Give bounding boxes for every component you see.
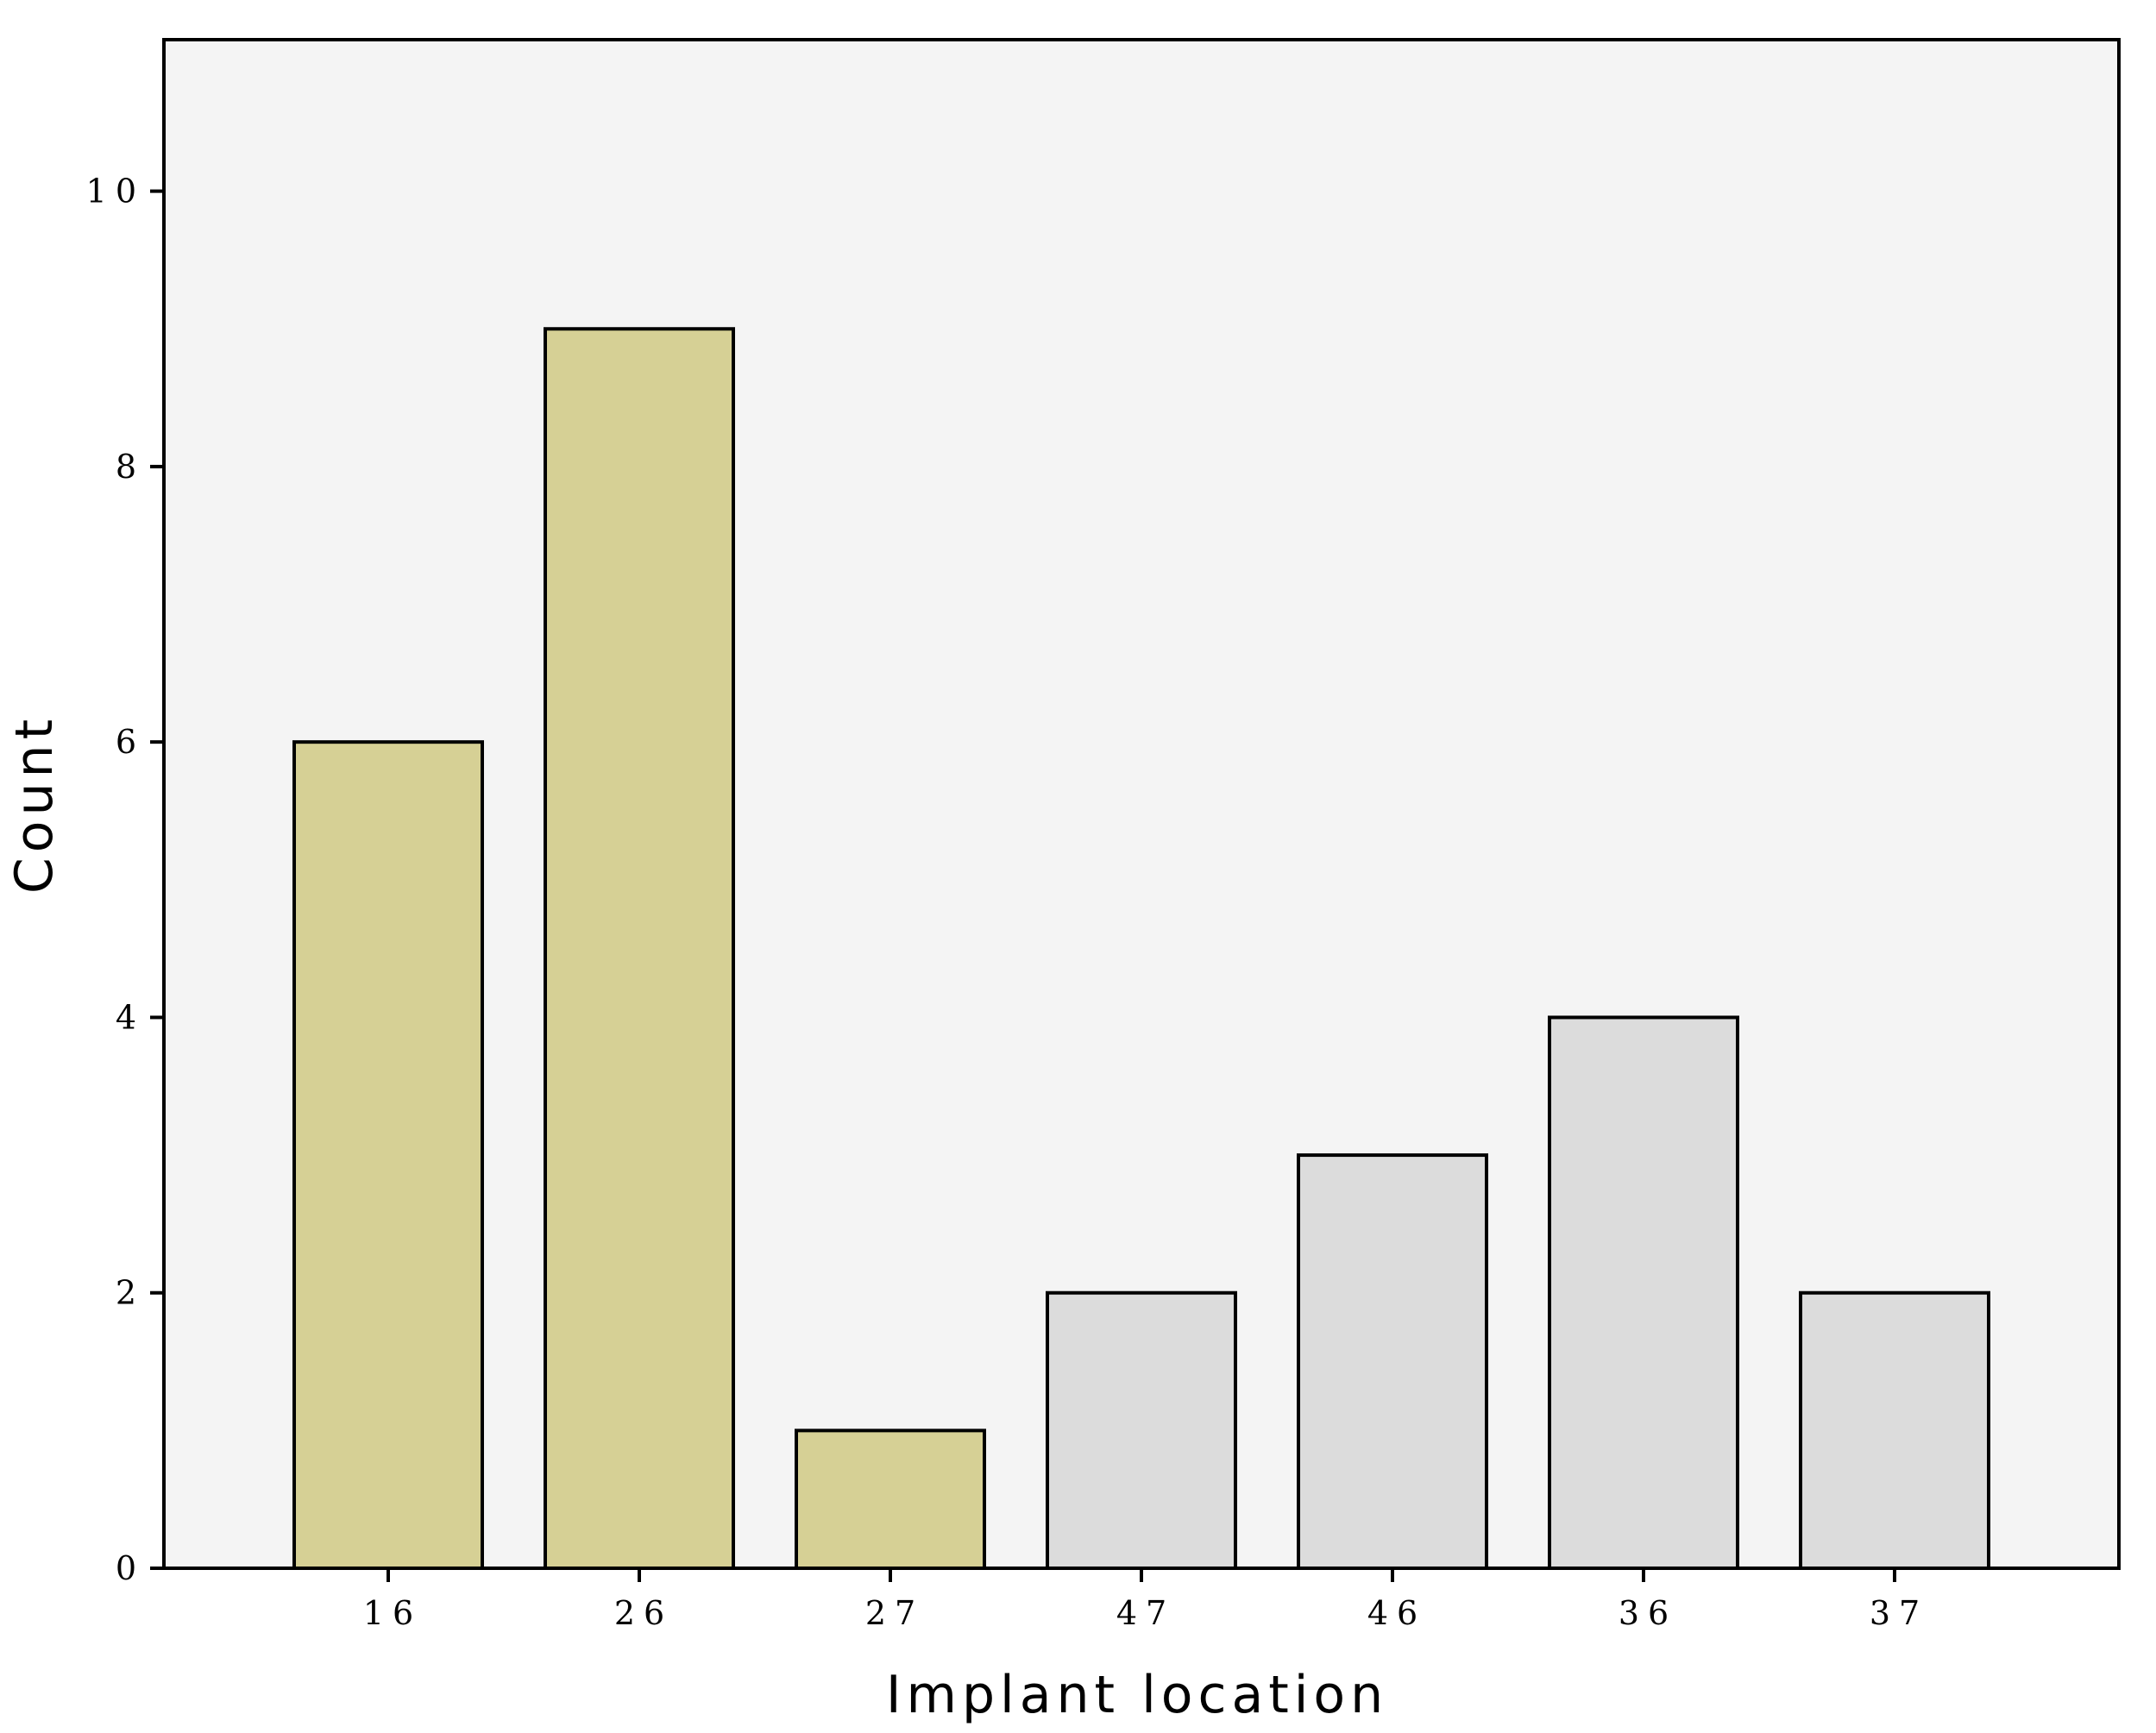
x-tick-label: 37 — [1870, 1594, 1928, 1632]
y-tick-label: 8 — [116, 448, 145, 486]
x-tick-label: 47 — [1116, 1594, 1175, 1632]
bar-27 — [795, 1428, 986, 1570]
bar-36 — [1548, 1015, 1739, 1570]
x-tick-label: 36 — [1619, 1594, 1677, 1632]
x-tick-label: 27 — [865, 1594, 924, 1632]
y-tick-label: 6 — [116, 723, 145, 761]
y-axis-title: Count — [4, 714, 65, 894]
y-tick-label: 10 — [86, 173, 145, 210]
bar-47 — [1046, 1290, 1237, 1570]
y-tick-label: 4 — [116, 998, 145, 1036]
x-axis: 16 26 27 47 46 36 37 — [363, 1568, 1928, 1632]
bar-46 — [1297, 1153, 1488, 1570]
x-axis-title: Implant location — [886, 1665, 1388, 1725]
y-tick-label: 0 — [116, 1549, 145, 1587]
x-tick-label: 16 — [363, 1594, 422, 1632]
x-tick-label: 46 — [1367, 1594, 1426, 1632]
x-tick-label: 26 — [614, 1594, 673, 1632]
y-tick-label: 2 — [116, 1274, 145, 1312]
bar-16 — [292, 740, 484, 1570]
y-axis: 0 2 4 6 8 10 — [86, 173, 164, 1587]
bar-37 — [1799, 1290, 1990, 1570]
bar-26 — [544, 327, 735, 1570]
bars-layer — [292, 327, 1990, 1570]
